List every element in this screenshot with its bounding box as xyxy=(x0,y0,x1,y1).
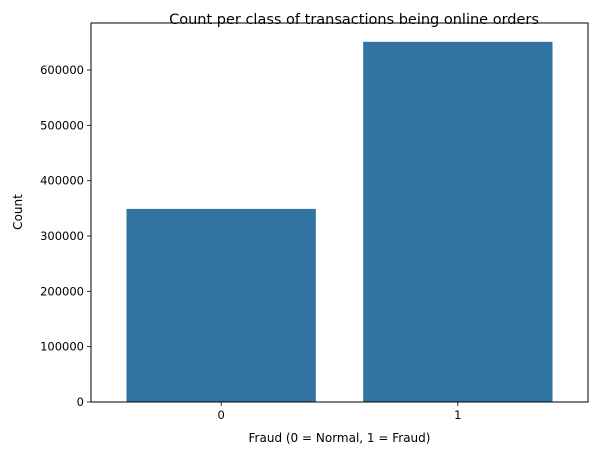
bars-layer xyxy=(126,41,553,403)
y-tick-label-300000: 300000 xyxy=(40,229,84,243)
y-tick-label-200000: 200000 xyxy=(40,284,84,298)
plot-area-frame xyxy=(90,22,589,403)
y-axis-ticks: 0 100000 200000 300000 400000 500000 600000 xyxy=(40,63,91,409)
x-tick-label-0: 0 xyxy=(218,408,225,422)
chart-title: Count per class of transactions being on… xyxy=(169,12,539,28)
y-tick-label-500000: 500000 xyxy=(40,118,84,132)
y-axis-label: Count xyxy=(11,194,25,230)
x-axis-label: Fraud (0 = Normal, 1 = Fraud) xyxy=(249,431,431,445)
y-tick-label-100000: 100000 xyxy=(40,340,84,354)
y-tick-label-0: 0 xyxy=(77,395,84,409)
x-tick-label-1: 1 xyxy=(454,408,461,422)
y-tick-label-600000: 600000 xyxy=(40,63,84,77)
bar-0 xyxy=(126,208,316,402)
bar-1 xyxy=(363,41,553,403)
y-tick-label-400000: 400000 xyxy=(40,174,84,188)
